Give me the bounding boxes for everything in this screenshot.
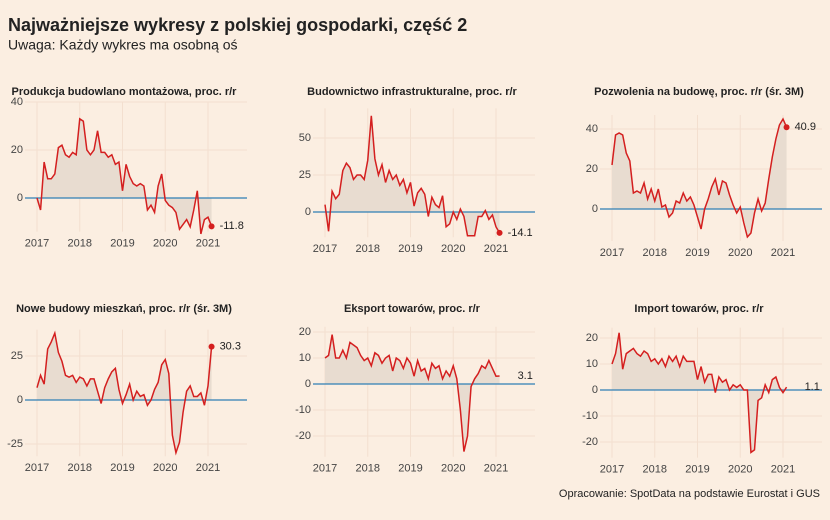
x-tick-label: 2021 <box>771 247 795 259</box>
x-tick-label: 2018 <box>356 463 380 475</box>
line <box>324 334 500 452</box>
y-tick-label: 0 <box>17 192 23 204</box>
x-tick-label: 2021 <box>196 238 220 250</box>
end-marker <box>496 229 503 236</box>
y-tick-label: 10 <box>586 358 598 370</box>
y-tick-label: 40 <box>11 96 23 108</box>
y-tick-label: 20 <box>586 163 598 175</box>
y-tick-label: 0 <box>305 206 311 218</box>
x-tick-label: 2017 <box>313 243 337 255</box>
x-tick-label: 2019 <box>110 462 134 474</box>
x-tick-label: 2020 <box>441 243 465 255</box>
x-tick-label: 2020 <box>728 464 752 476</box>
x-tick-label: 2017 <box>600 464 624 476</box>
y-tick-label: 25 <box>299 169 311 181</box>
x-tick-label: 2018 <box>643 247 667 259</box>
panel-title: Budownictwo infrastrukturalne, proc. r/r <box>307 86 517 98</box>
line <box>611 332 788 454</box>
y-tick-label: -10 <box>295 404 311 416</box>
area <box>37 118 212 234</box>
end-marker <box>783 124 790 131</box>
panel-title: Import towarów, proc. r/r <box>634 303 764 315</box>
y-tick-label: 40 <box>586 123 598 135</box>
panel-title: Pozwolenia na budowę, proc. r/r (śr. 3M) <box>594 86 804 98</box>
x-tick-label: 2017 <box>600 247 624 259</box>
x-tick-label: 2020 <box>441 463 465 475</box>
end-label: 30.3 <box>220 341 241 353</box>
y-tick-label: -25 <box>7 438 23 450</box>
area <box>37 333 212 453</box>
panel-title: Eksport towarów, proc. r/r <box>344 303 481 315</box>
x-tick-label: 2017 <box>25 238 49 250</box>
end-marker <box>208 223 215 230</box>
area <box>325 334 500 452</box>
y-tick-label: 20 <box>11 144 23 156</box>
end-label: -11.8 <box>220 220 244 232</box>
subtitle: Uwaga: Każdy wykres ma osobną oś <box>8 37 238 53</box>
x-tick-label: 2018 <box>356 243 380 255</box>
end-label: 1.1 <box>805 381 820 393</box>
x-tick-label: 2018 <box>68 462 92 474</box>
x-tick-label: 2019 <box>110 238 134 250</box>
end-label: 3.1 <box>518 370 533 382</box>
x-tick-label: 2017 <box>313 463 337 475</box>
panel-title: Produkcja budowlano montażowa, proc. r/r <box>12 86 238 98</box>
y-tick-label: 0 <box>305 378 311 390</box>
x-tick-label: 2021 <box>196 462 220 474</box>
x-tick-label: 2019 <box>685 464 709 476</box>
y-tick-label: -20 <box>295 430 311 442</box>
source: Opracowanie: SpotData na podstawie Euros… <box>559 488 820 500</box>
end-label: 40.9 <box>795 121 816 133</box>
area <box>325 115 500 236</box>
area <box>612 332 787 453</box>
x-tick-label: 2019 <box>685 247 709 259</box>
line <box>611 117 788 239</box>
y-tick-label: 0 <box>17 394 23 406</box>
end-label: -14.1 <box>508 227 533 239</box>
y-tick-label: 50 <box>299 132 311 144</box>
line <box>36 330 213 456</box>
y-tick-label: 0 <box>592 384 598 396</box>
line <box>324 115 501 237</box>
y-tick-label: 25 <box>11 350 23 362</box>
area <box>612 119 787 237</box>
y-tick-label: 20 <box>586 332 598 344</box>
x-tick-label: 2020 <box>153 238 177 250</box>
x-tick-label: 2017 <box>25 462 49 474</box>
y-tick-label: -10 <box>582 410 598 422</box>
x-tick-label: 2020 <box>728 247 752 259</box>
end-marker <box>208 343 215 350</box>
line <box>36 117 213 235</box>
panel-title: Nowe budowy mieszkań, proc. r/r (śr. 3M) <box>16 303 232 315</box>
y-tick-label: 0 <box>592 203 598 215</box>
x-tick-label: 2021 <box>771 464 795 476</box>
x-tick-label: 2021 <box>484 243 508 255</box>
x-tick-label: 2019 <box>398 243 422 255</box>
y-tick-label: 20 <box>299 326 311 338</box>
y-tick-label: -20 <box>582 436 598 448</box>
x-tick-label: 2020 <box>153 462 177 474</box>
x-tick-label: 2019 <box>398 463 422 475</box>
x-tick-label: 2018 <box>643 464 667 476</box>
x-tick-label: 2021 <box>484 463 508 475</box>
x-tick-label: 2018 <box>68 238 92 250</box>
y-tick-label: 10 <box>299 352 311 364</box>
title: Najważniejsze wykresy z polskiej gospoda… <box>8 15 467 35</box>
